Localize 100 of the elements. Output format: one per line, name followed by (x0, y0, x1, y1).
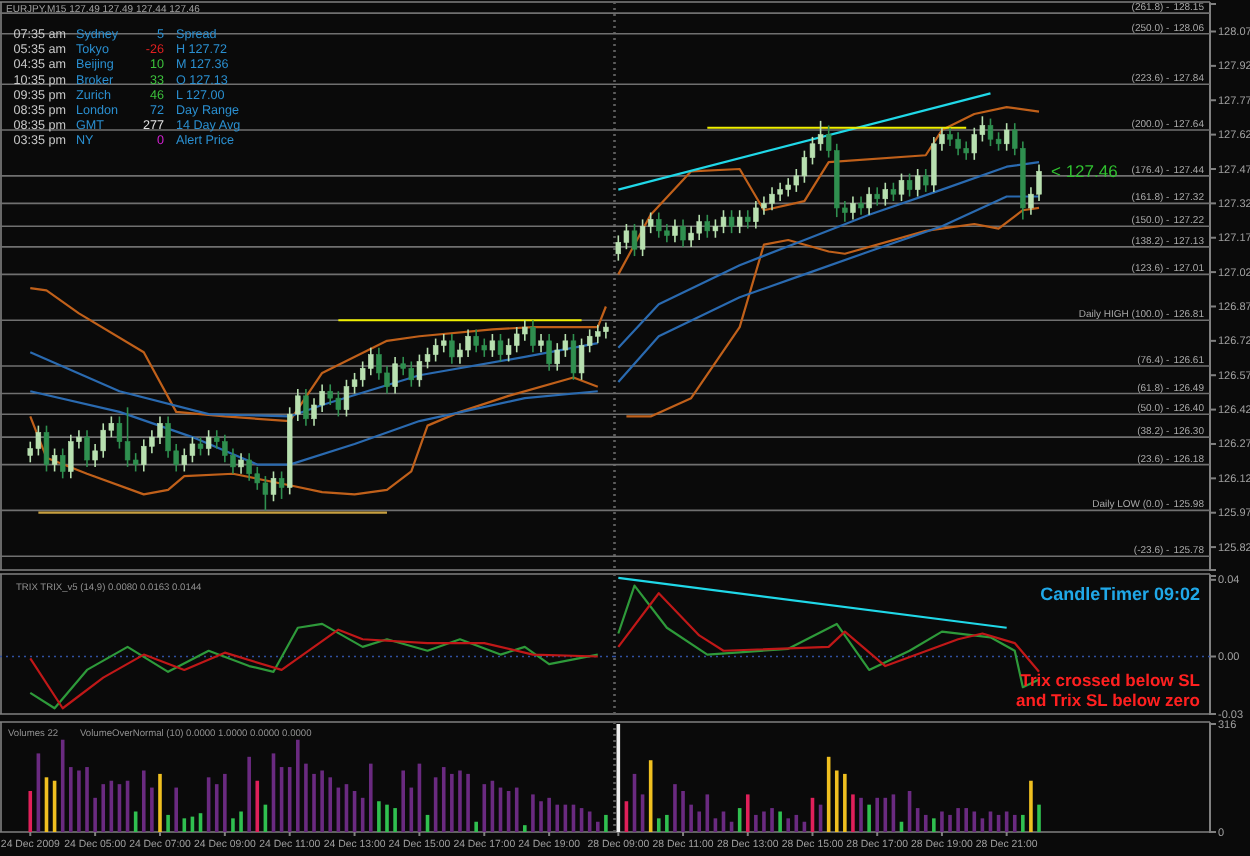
candlestick (368, 346, 374, 377)
candlestick (858, 195, 864, 216)
candlestick (392, 356, 398, 395)
candlestick (270, 470, 277, 503)
candlestick (562, 333, 569, 358)
candlestick (84, 429, 90, 468)
candlestick (955, 131, 961, 157)
candlestick (931, 136, 937, 193)
candlestick (914, 168, 921, 198)
candlestick (278, 470, 285, 500)
candlestick (343, 379, 350, 418)
candlestick (761, 195, 767, 216)
candlestick (457, 342, 463, 365)
candlestick (497, 333, 504, 363)
candlestick (449, 333, 455, 365)
candlestick (866, 186, 872, 216)
candlestick (777, 181, 783, 202)
candlestick (906, 172, 913, 198)
candlestick (995, 131, 1002, 152)
candlestick (631, 223, 638, 257)
line-series (617, 592, 1041, 673)
candlestick (214, 429, 220, 450)
candlestick (157, 415, 163, 445)
candlestick (898, 172, 905, 202)
candlestick (850, 195, 856, 221)
candlestick (704, 214, 711, 239)
candlestick (522, 319, 528, 342)
candlestick (416, 353, 423, 388)
candlestick (696, 214, 702, 241)
candlestick (238, 452, 244, 475)
line-series (617, 161, 1041, 349)
candlestick (205, 429, 212, 457)
candlestick (327, 383, 333, 406)
candlestick (923, 168, 929, 193)
candlestick (432, 337, 439, 363)
candlestick (688, 225, 694, 248)
candlestick (963, 140, 969, 161)
candlestick (311, 397, 317, 427)
candlestick (769, 186, 775, 212)
candlestick (319, 383, 325, 413)
candlestick (335, 390, 342, 418)
candlestick (1003, 122, 1010, 152)
candlestick (35, 424, 42, 457)
candlestick (489, 333, 496, 358)
annotation: and Trix SL below zero (1016, 690, 1200, 710)
candlestick (672, 218, 678, 244)
candlestick (68, 434, 74, 480)
candlestick (408, 360, 415, 388)
candlestick (60, 447, 66, 480)
candlestick (947, 126, 953, 147)
candlestick (441, 333, 447, 354)
candlestick (728, 209, 735, 234)
candlestick (745, 209, 751, 230)
candlestick (656, 211, 662, 239)
candlestick (554, 342, 560, 372)
candlestick (987, 117, 994, 147)
candlestick (680, 218, 686, 248)
candlestick (890, 181, 897, 202)
annotation: < 127.46 (1051, 161, 1119, 182)
candlestick (359, 360, 366, 388)
candlestick (262, 475, 269, 512)
candlestick (124, 406, 131, 468)
annotation: CandleTimer 09:02 (1040, 584, 1200, 604)
candlestick (303, 388, 309, 427)
candlestick (615, 234, 622, 262)
candlestick (141, 438, 147, 473)
candlestick (570, 333, 577, 381)
candlestick (254, 466, 260, 491)
candlestick (801, 149, 808, 184)
candlestick (222, 434, 228, 464)
candlestick (623, 223, 630, 250)
candlestick (546, 333, 552, 372)
candlestick (181, 447, 188, 473)
line-series (617, 106, 1041, 276)
candlestick (505, 337, 512, 363)
candlestick (400, 356, 406, 377)
candlestick (530, 319, 536, 354)
candlestick (720, 209, 727, 234)
candlestick (473, 328, 479, 354)
candlestick (971, 126, 977, 161)
candlestick (43, 424, 50, 473)
candlestick (874, 186, 880, 207)
candlestick (538, 333, 544, 354)
candlestick (753, 200, 759, 230)
candlestick (27, 440, 33, 464)
candlestick (481, 337, 487, 358)
candlestick (465, 328, 471, 358)
candlestick (578, 337, 585, 381)
candlestick (595, 324, 601, 344)
candlestick (51, 447, 58, 473)
candlestick (882, 181, 888, 207)
candlestick (1036, 163, 1042, 202)
line-series (625, 206, 1041, 418)
candlestick (230, 447, 236, 475)
candlestick (100, 422, 106, 459)
candlestick (736, 209, 743, 234)
candlestick (165, 415, 171, 459)
candlestick (639, 218, 646, 257)
candlestick (376, 346, 382, 381)
candlestick (664, 223, 670, 244)
